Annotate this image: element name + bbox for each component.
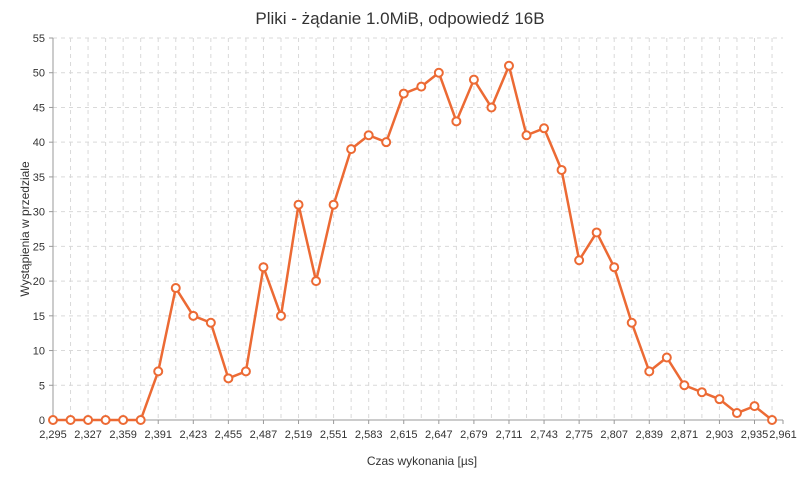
- y-tick-label: 50: [33, 68, 45, 80]
- data-point: [556, 164, 567, 175]
- x-tick-label: 2,487: [250, 429, 278, 441]
- data-point: [714, 394, 725, 405]
- x-tick-label: 2,359: [109, 429, 137, 441]
- data-point: [679, 380, 690, 391]
- x-tick-label: 2,455: [215, 429, 243, 441]
- y-tick-label: 35: [33, 172, 45, 184]
- data-point: [118, 415, 129, 425]
- data-point: [48, 415, 58, 425]
- data-point: [153, 366, 164, 377]
- x-tick-label: 2,679: [460, 429, 488, 441]
- x-tick-label: 2,871: [671, 429, 699, 441]
- x-tick-label: 2,711: [496, 429, 523, 441]
- series: [48, 60, 778, 425]
- data-point: [188, 310, 199, 321]
- x-tick-label: 2,647: [425, 429, 453, 441]
- x-axis-label: Czas wykonania [µs]: [367, 454, 477, 468]
- data-point: [591, 227, 602, 238]
- data-point: [731, 408, 742, 419]
- x-tick-label: 2,935: [741, 429, 769, 441]
- grid: [53, 37, 783, 420]
- data-point: [135, 415, 146, 425]
- data-point: [626, 317, 637, 328]
- y-tick-label: 5: [39, 380, 45, 392]
- data-point: [451, 116, 462, 127]
- x-tick-label: 2,903: [706, 429, 734, 441]
- data-point: [381, 137, 392, 148]
- y-tick-label: 15: [33, 311, 45, 323]
- y-tick-label: 30: [33, 207, 45, 219]
- data-point: [83, 415, 94, 425]
- data-point: [644, 366, 655, 377]
- data-point: [170, 283, 181, 294]
- data-point: [468, 74, 479, 85]
- data-point: [311, 276, 322, 287]
- y-tick-label: 40: [33, 137, 45, 149]
- x-tick-label: 2,391: [144, 429, 172, 441]
- data-point: [503, 60, 514, 71]
- data-point: [205, 317, 216, 328]
- data-point: [223, 373, 234, 384]
- x-tick-label: 2,551: [320, 429, 348, 441]
- x-tick-label: 2,583: [355, 429, 383, 441]
- data-point: [293, 199, 304, 210]
- x-tick-label: 2,423: [180, 429, 208, 441]
- y-tick-label: 45: [33, 102, 45, 114]
- data-point: [574, 255, 585, 266]
- data-point: [328, 199, 339, 210]
- data-point: [346, 144, 357, 155]
- data-point: [539, 123, 550, 134]
- data-point: [65, 415, 76, 425]
- y-tick-label: 55: [33, 33, 45, 45]
- y-tick-label: 25: [33, 241, 45, 253]
- data-point: [258, 262, 269, 273]
- data-point: [240, 366, 251, 377]
- x-tick-label: 2,743: [530, 429, 558, 441]
- x-tick-label: 2,961: [769, 429, 797, 441]
- x-tick-label: 2,519: [285, 429, 313, 441]
- data-point: [100, 415, 111, 425]
- chart-title: Pliki - żądanie 1.0MiB, odpowiedź 16B: [255, 9, 544, 28]
- data-point: [433, 67, 444, 78]
- x-tick-label: 2,615: [390, 429, 418, 441]
- data-point: [416, 81, 427, 92]
- y-axis-label: Wystąpienia w przedziale: [18, 161, 32, 297]
- y-tick-label: 0: [39, 415, 45, 427]
- axes: [49, 37, 784, 424]
- data-point: [696, 387, 707, 398]
- data-point: [398, 88, 409, 99]
- data-point: [609, 262, 620, 273]
- y-tick-label: 10: [33, 346, 45, 358]
- x-tick-label: 2,775: [565, 429, 593, 441]
- data-point: [486, 102, 497, 113]
- data-point: [661, 352, 672, 363]
- x-tick-label: 2,327: [74, 429, 102, 441]
- data-point: [767, 415, 778, 425]
- x-tick-label: 2,839: [636, 429, 664, 441]
- x-tick-label: 2,295: [39, 429, 67, 441]
- y-tick-label: 20: [33, 276, 45, 288]
- y-tick-labels: 0 5 10 15 20 25 30 35 40 45 50 55: [33, 33, 45, 427]
- data-point: [363, 130, 374, 141]
- x-tick-label: 2,807: [600, 429, 628, 441]
- data-point: [749, 401, 760, 412]
- data-point: [521, 130, 532, 141]
- series-line: [53, 64, 773, 422]
- data-point: [275, 310, 286, 321]
- x-tick-labels: 2,295 2,327 2,359 2,391 2,423 2,455 2,487 2,519…: [39, 429, 797, 441]
